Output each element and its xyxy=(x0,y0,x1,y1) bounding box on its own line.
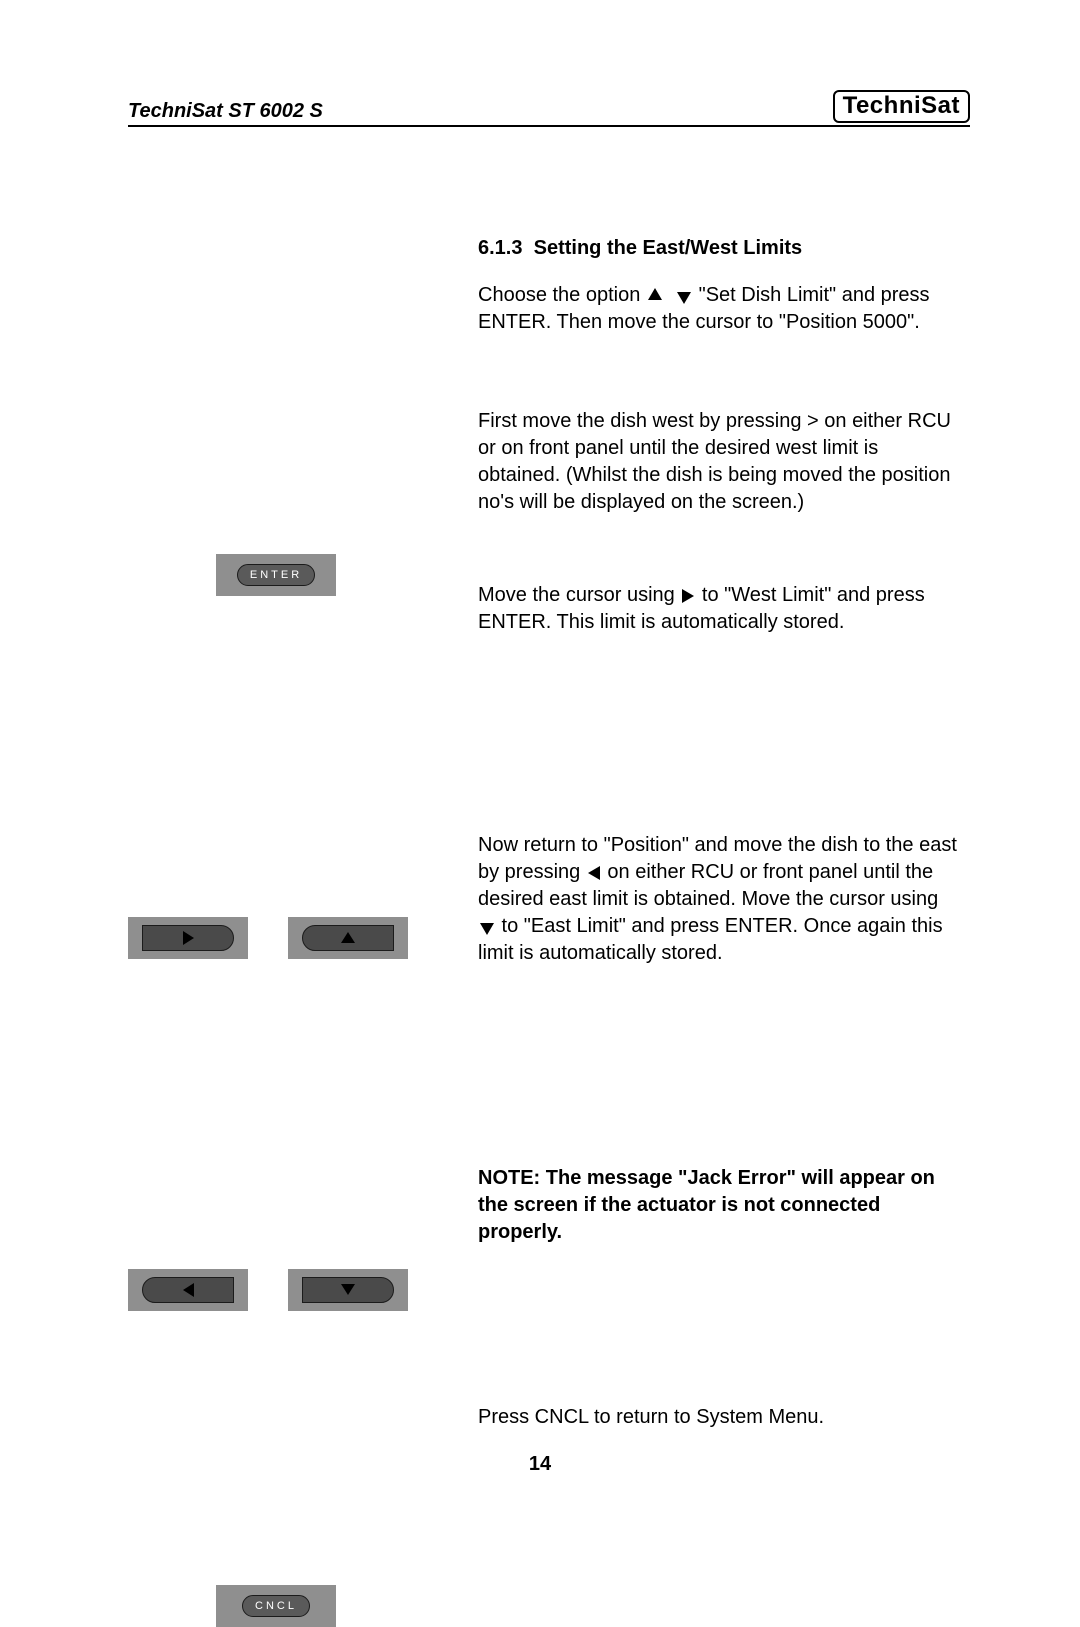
right-arrow-icon xyxy=(142,925,234,951)
page-number: 14 xyxy=(0,1453,1080,1476)
right-arrow-button xyxy=(128,917,248,959)
gt-icon: > xyxy=(807,410,819,432)
brand-logo: TechniSat xyxy=(833,90,970,123)
down-arrow-button xyxy=(288,1269,408,1311)
paragraph-1: Choose the option "Set Dish Limit" and p… xyxy=(478,282,958,336)
paragraph-4: Now return to "Position" and move the di… xyxy=(478,832,958,967)
paragraph-3: Move the cursor using to "West Limit" an… xyxy=(478,582,958,636)
left-down-button-pair xyxy=(128,1269,408,1311)
cncl-button-graphic: CNCL xyxy=(216,1585,336,1627)
text-column: 6.1.3 Setting the East/West Limits Choos… xyxy=(478,237,958,1431)
product-name: TechniSat ST 6002 S xyxy=(128,100,323,123)
up-arrow-icon xyxy=(302,925,394,951)
down-arrow-icon xyxy=(302,1277,394,1303)
cncl-button-pill: CNCL xyxy=(242,1595,310,1617)
section-heading: Setting the East/West Limits xyxy=(534,237,803,259)
page-content: ENTER CNCL 6.1.3 Setting the East/West L… xyxy=(128,237,970,1431)
enter-button-pill: ENTER xyxy=(237,564,315,586)
triangle-down-icon-2 xyxy=(480,923,494,935)
p1-text-a: Choose the option xyxy=(478,284,646,306)
section-title: 6.1.3 Setting the East/West Limits xyxy=(478,237,958,260)
page-header: TechniSat ST 6002 S TechniSat xyxy=(128,90,970,127)
triangle-right-icon xyxy=(682,589,694,603)
up-arrow-button xyxy=(288,917,408,959)
p2-text-a: First move the dish west by pressing xyxy=(478,410,807,432)
left-arrow-button xyxy=(128,1269,248,1311)
left-arrow-icon xyxy=(142,1277,234,1303)
enter-button-graphic: ENTER xyxy=(216,554,336,596)
triangle-left-icon xyxy=(588,866,600,880)
right-up-button-pair xyxy=(128,917,408,959)
triangle-down-icon xyxy=(677,292,691,304)
manual-page: TechniSat ST 6002 S TechniSat ENTER CNCL xyxy=(0,0,1080,1526)
p3-text-a: Move the cursor using xyxy=(478,584,680,606)
note-paragraph: NOTE: The message "Jack Error" will appe… xyxy=(478,1165,958,1246)
paragraph-5: Press CNCL to return to System Menu. xyxy=(478,1404,958,1431)
section-number: 6.1.3 xyxy=(478,237,522,259)
triangle-up-icon xyxy=(648,288,662,300)
paragraph-2: First move the dish west by pressing > o… xyxy=(478,408,958,516)
p4-text-c: to "East Limit" and press ENTER. Once ag… xyxy=(478,915,943,964)
